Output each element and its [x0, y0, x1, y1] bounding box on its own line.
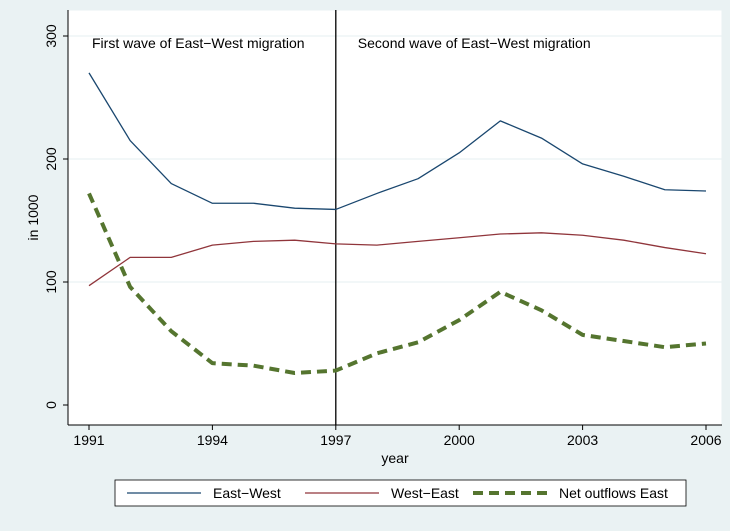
series-line — [88, 72, 707, 211]
x-tick-label: 1997 — [320, 432, 351, 448]
y-tick-label: 300 — [43, 24, 59, 48]
series-line — [87, 192, 707, 376]
x-tick-label: 1994 — [197, 432, 228, 448]
x-tick-label: 2000 — [444, 432, 475, 448]
legend-label: East−West — [213, 485, 281, 501]
legend-label: Net outflows East — [559, 485, 668, 501]
y-tick-label: 0 — [43, 401, 59, 409]
x-axis-label: year — [381, 450, 409, 466]
y-tick-label: 200 — [43, 147, 59, 171]
x-tick-label: 1991 — [73, 432, 104, 448]
y-axis-label: in 1000 — [25, 194, 41, 240]
annotation: Second wave of East−West migration — [358, 35, 591, 51]
y-tick-label: 100 — [43, 270, 59, 294]
legend-label: West−East — [391, 485, 459, 501]
plot-area — [67, 9, 723, 426]
annotation: First wave of East−West migration — [92, 35, 305, 51]
x-tick-label: 2003 — [567, 432, 598, 448]
legend-box — [114, 479, 687, 507]
x-tick-label: 2006 — [690, 432, 721, 448]
series-line — [88, 232, 707, 287]
